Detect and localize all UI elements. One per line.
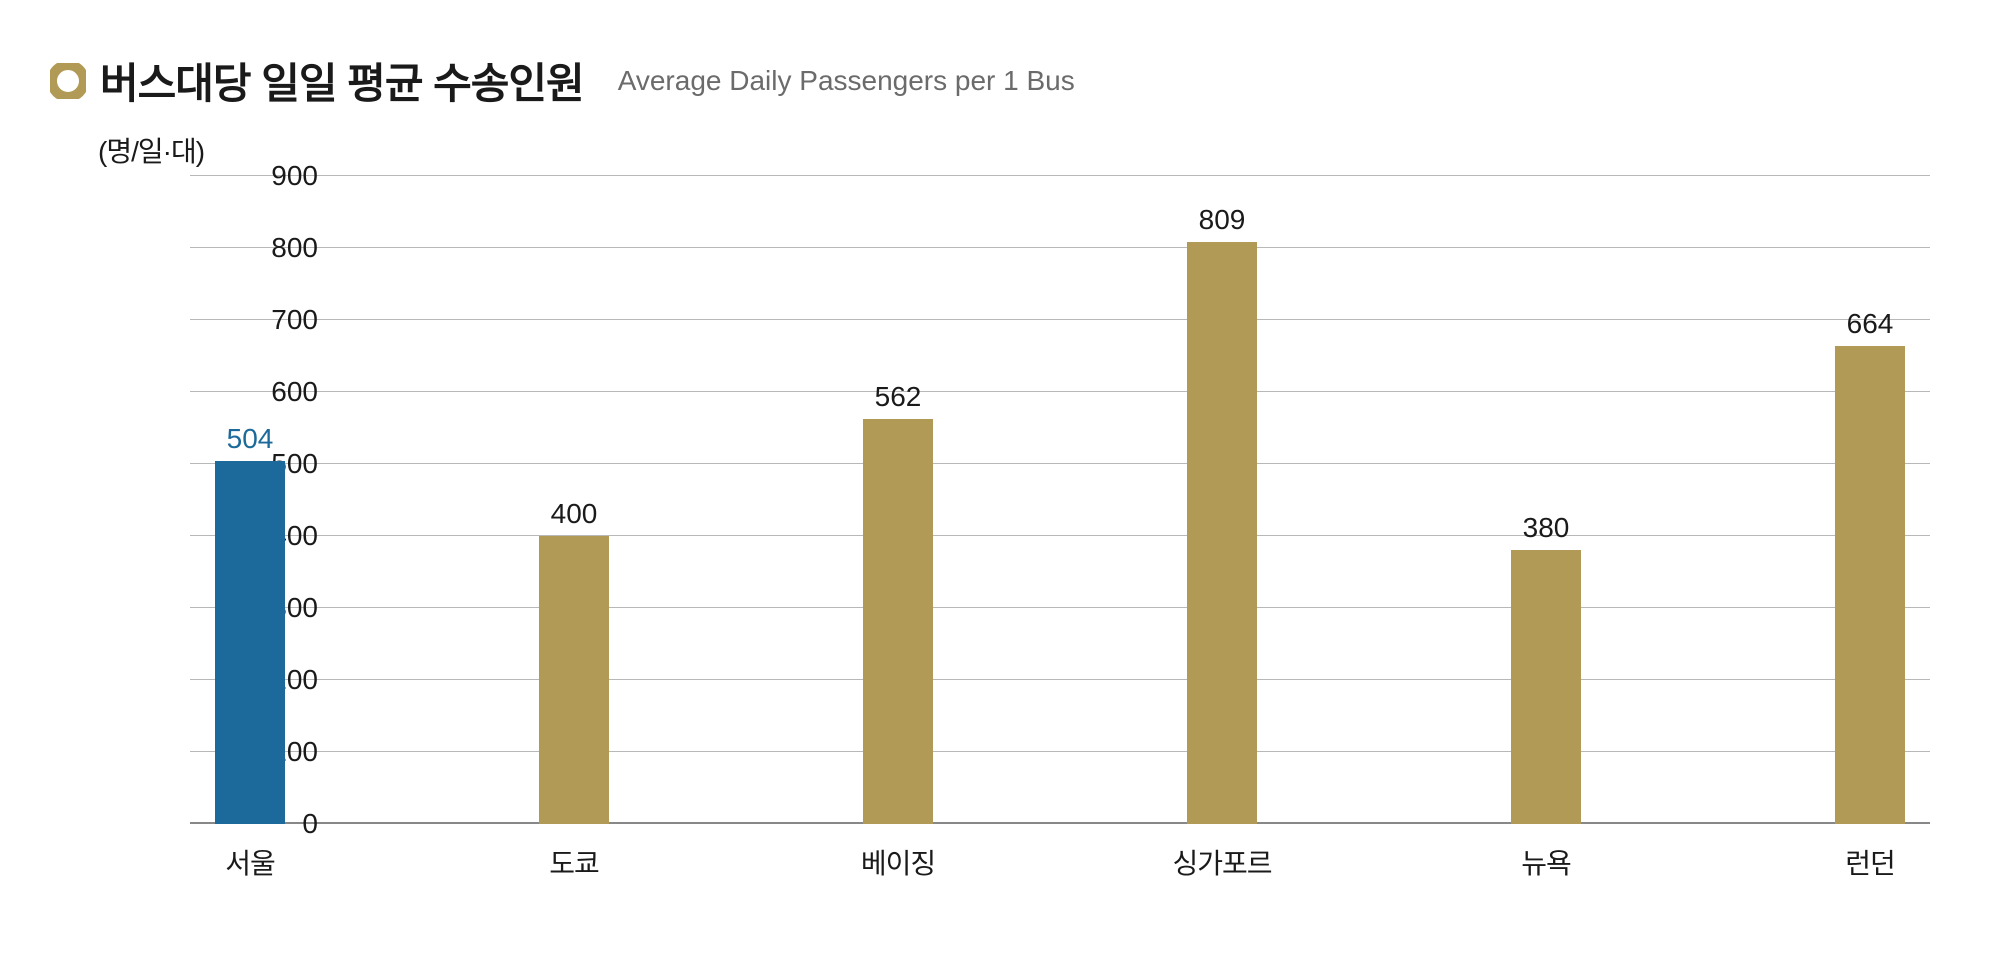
chart-title-ko: 버스대당 일일 평균 수송인원	[100, 50, 584, 111]
x-tick-label: 싱가포르	[1172, 842, 1271, 882]
bar-value-label: 400	[551, 498, 598, 530]
bullet-icon	[50, 63, 86, 99]
bar-value-label: 664	[1847, 308, 1894, 340]
chart-header: 버스대당 일일 평균 수송인원 Average Daily Passengers…	[50, 50, 1075, 111]
bar	[863, 419, 933, 824]
bar-group: 809	[1187, 204, 1257, 824]
bar	[539, 536, 609, 824]
x-tick-label: 서울	[225, 842, 275, 882]
bar-group: 504	[215, 423, 285, 824]
bar-value-label: 380	[1523, 512, 1570, 544]
bar	[1511, 550, 1581, 824]
bullet-outer-ring	[52, 65, 84, 97]
bar	[1835, 346, 1905, 824]
bar-group: 380	[1511, 512, 1581, 824]
bar-group: 400	[539, 498, 609, 824]
bar-value-label: 504	[227, 423, 274, 455]
bar	[1187, 242, 1257, 824]
x-tick-label: 런던	[1845, 842, 1895, 882]
bar-group: 664	[1835, 308, 1905, 824]
bar-value-label: 562	[875, 381, 922, 413]
x-tick-label: 베이징	[861, 842, 935, 882]
y-axis-unit-label: (명/일·대)	[98, 130, 204, 170]
bar-group: 562	[863, 381, 933, 824]
chart-title-en: Average Daily Passengers per 1 Bus	[618, 65, 1075, 97]
bars-region: 504 400 562 809 380 664	[190, 176, 1930, 824]
x-tick-label: 도쿄	[549, 842, 599, 882]
bar	[215, 461, 285, 824]
bar-value-label: 809	[1199, 204, 1246, 236]
x-tick-label: 뉴욕	[1521, 842, 1571, 882]
chart-container: (명/일·대) 0100200300400500600700800900 504…	[70, 130, 1950, 920]
